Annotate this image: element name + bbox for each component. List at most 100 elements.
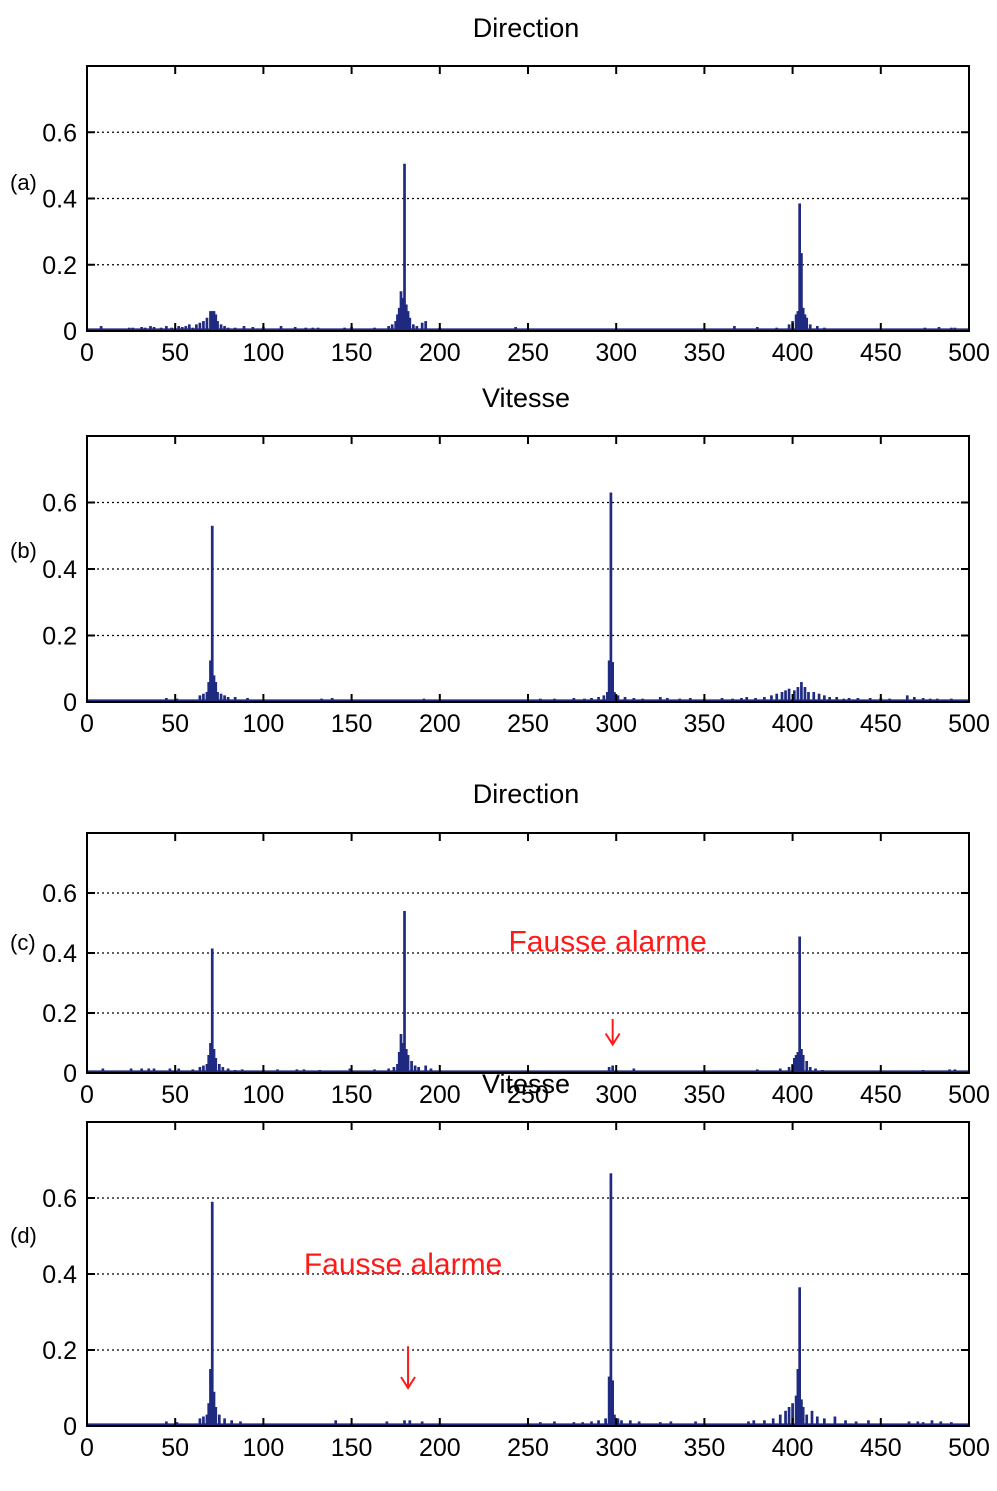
bar (778, 1414, 782, 1426)
bar (604, 1418, 607, 1426)
bar (787, 1067, 791, 1073)
bar (396, 314, 399, 331)
bar (217, 1414, 221, 1426)
bar (800, 1049, 803, 1073)
y-tick-label: 0.4 (42, 1261, 77, 1289)
bar (798, 203, 802, 331)
x-tick-label: 0 (80, 1434, 94, 1462)
x-tick-label: 300 (595, 339, 637, 367)
bar (611, 662, 615, 702)
bar (424, 321, 428, 331)
bar (611, 1065, 615, 1073)
bar (607, 1376, 611, 1426)
bar (805, 317, 809, 331)
bar (209, 1369, 212, 1426)
panel-c-tag: (c) (10, 930, 36, 955)
false-alarm-annotation: Fausse alarme (304, 1248, 502, 1281)
bar (798, 936, 802, 1073)
bar (801, 307, 805, 331)
bar (214, 1058, 218, 1073)
y-tick-label: 0.4 (42, 940, 77, 968)
bar (602, 695, 606, 702)
x-tick-label: 50 (161, 1081, 189, 1109)
x-tick-label: 100 (243, 710, 285, 738)
bar (810, 1410, 814, 1426)
bar (800, 253, 803, 331)
bar (403, 1420, 406, 1426)
x-tick-label: 350 (684, 710, 726, 738)
bar (609, 1173, 613, 1426)
bar (230, 1420, 233, 1426)
bar (209, 311, 212, 331)
bar (844, 1420, 847, 1426)
x-tick-label: 450 (860, 710, 902, 738)
bar (406, 1055, 410, 1073)
bar (800, 682, 803, 702)
x-tick-label: 100 (243, 1434, 285, 1462)
panel-c-title: Direction (473, 779, 580, 809)
x-tick-label: 150 (331, 339, 373, 367)
bar (803, 687, 807, 702)
bar (202, 693, 205, 702)
x-tick-label: 150 (331, 1434, 373, 1462)
bar (611, 1380, 615, 1426)
x-tick-label: 150 (331, 710, 373, 738)
bar (796, 687, 800, 702)
x-tick-label: 200 (419, 1081, 461, 1109)
bar (780, 692, 784, 702)
panel-b-plot: 0 50 100 150 200 250 300 350 400 450 500 0 0.2 0.4 0.6 (42, 435, 990, 738)
x-tick-label: 100 (243, 339, 285, 367)
panel-b-tag: (b) (10, 538, 37, 563)
bar (401, 297, 405, 331)
bar (205, 1064, 209, 1073)
bar (390, 324, 394, 331)
panel-b: Vitesse (b) 0 50 100 150 200 250 300 350 400 450 5… (10, 383, 990, 738)
bar (205, 317, 209, 331)
bar (210, 948, 214, 1073)
bar (770, 695, 773, 702)
bar (793, 690, 796, 702)
x-tick-label: 450 (860, 1434, 902, 1462)
panel-d-plot: 0 50 100 150 200 250 300 350 400 450 500 0 0.2 0.4 0.6… (42, 1121, 990, 1462)
bar (812, 692, 816, 702)
bar (787, 688, 791, 702)
bar (410, 1061, 413, 1073)
bar (787, 1407, 791, 1426)
y-tick-label: 0 (63, 689, 77, 717)
bar (212, 675, 216, 702)
bar (817, 693, 821, 702)
bar (404, 304, 408, 331)
bar (212, 1391, 216, 1426)
y-tick-label: 0.4 (42, 556, 77, 584)
bar (408, 1420, 412, 1426)
bar (223, 1418, 226, 1426)
x-tick-label: 0 (80, 339, 94, 367)
bar (775, 693, 779, 702)
panel-d-title: Vitesse (482, 1069, 570, 1099)
bar (808, 1067, 812, 1073)
bar (791, 1403, 794, 1426)
bar (805, 1414, 809, 1426)
bar (784, 1410, 787, 1426)
y-tick-label: 0 (63, 318, 77, 346)
x-tick-label: 450 (860, 339, 902, 367)
bar (609, 492, 613, 702)
bar (796, 311, 800, 331)
bar (771, 1418, 775, 1426)
x-tick-label: 500 (948, 1434, 990, 1462)
bar (401, 1043, 405, 1073)
bar (195, 324, 198, 331)
x-tick-label: 250 (507, 1434, 549, 1462)
bar (216, 692, 219, 702)
bar (930, 1420, 934, 1426)
bar (597, 1420, 600, 1426)
panel-a-tag: (a) (10, 170, 37, 195)
panel-c: Direction (c) 0 50 100 150 200 250 300 350 400 45… (10, 779, 990, 1109)
panel-a-title: Direction (473, 13, 580, 43)
x-tick-label: 100 (243, 1081, 285, 1109)
panel-a-plot: 0 50 100 150 200 250 300 350 400 450 500 0 0.2 0.4 0.6 (42, 65, 990, 367)
x-tick-label: 0 (80, 710, 94, 738)
bar (198, 1067, 202, 1073)
y-tick-label: 0.6 (42, 119, 77, 147)
bar (187, 324, 191, 331)
